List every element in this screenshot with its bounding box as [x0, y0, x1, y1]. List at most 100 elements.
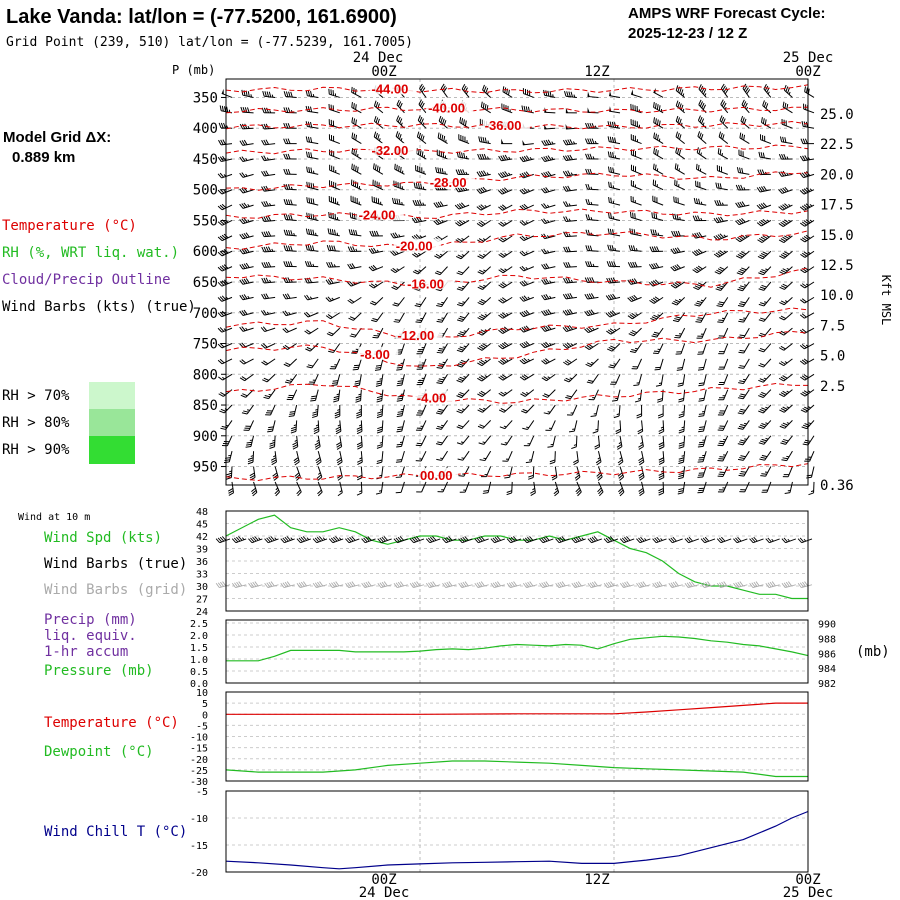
wind-barb-full [653, 132, 656, 138]
wind-barb-full [606, 348, 613, 352]
wind-barb-full [313, 426, 319, 430]
wind-barb-full [740, 455, 746, 458]
wind-barb-full [698, 430, 704, 433]
height-tick-label: 25.0 [820, 107, 854, 123]
wind-barb-full [563, 379, 570, 383]
wind-barb-full [675, 131, 679, 137]
wind-barb-full [351, 102, 353, 108]
wind-barb-full [480, 375, 486, 379]
wind-barb-full [261, 155, 265, 161]
wind-barb-full [658, 430, 664, 435]
wind-barb-full [717, 182, 720, 189]
wind-barb-full [547, 309, 552, 315]
pressure-tick-label: 900 [193, 429, 218, 445]
wind-barb-full [782, 136, 785, 143]
wind-barb-full [500, 155, 504, 161]
wind-barb-full [586, 310, 591, 316]
wind-barb-full [783, 84, 787, 91]
wind-barb-half [592, 263, 595, 267]
wind-barb-full [309, 106, 313, 112]
wind-barb-full [519, 156, 524, 162]
wind-barb-full [499, 189, 505, 194]
wind-barb-full [724, 89, 729, 95]
pressure-tick-label: 950 [193, 460, 218, 476]
wind-barb-full [462, 169, 466, 175]
wind-barb-full [455, 169, 459, 175]
wind-barb-full [607, 228, 610, 234]
wind-barb-full [504, 187, 509, 192]
isotherm-label-bg [356, 207, 404, 221]
wind-barb-half [222, 376, 225, 380]
wind-barb-full [638, 446, 644, 450]
wind-barb-full [222, 155, 226, 161]
wind-barb-full [802, 138, 806, 144]
wind-tick-label: 48 [196, 507, 208, 518]
wind-barb-full [217, 173, 222, 179]
wind-barb-full [587, 583, 592, 588]
wind-barb-full [226, 106, 229, 113]
wind-barb-full [568, 91, 571, 97]
wind-barb-full [655, 213, 658, 219]
wind-barb-full [702, 582, 707, 588]
wind-barb-full [758, 395, 764, 399]
wind-barb-full [610, 182, 612, 188]
wind-barb-full [367, 581, 372, 587]
wind-barb-full [328, 261, 332, 268]
wind-barb-full [543, 218, 548, 224]
wind-barb-full [356, 426, 362, 430]
wind-barb-half [268, 393, 272, 396]
wind-barb-full [631, 312, 637, 317]
wind-barb-full [375, 230, 379, 237]
wind-barb-full [265, 200, 269, 207]
wind-barb-full [674, 318, 680, 321]
wind-barb-full [283, 138, 287, 144]
wind-barb-full [650, 229, 653, 235]
wind-barb-full [739, 167, 742, 173]
wind-barb-full [285, 107, 289, 113]
wind-barb-full [217, 221, 223, 226]
wind-barb-full [673, 300, 679, 304]
wind-barb-full [325, 279, 330, 285]
wind-barb-full [525, 155, 530, 161]
wind-barb-full [347, 281, 352, 287]
wind-barb-full [686, 537, 691, 543]
wind-barb-full [758, 442, 765, 445]
wind-barb-full [240, 394, 246, 398]
wind-barb-full [778, 362, 784, 367]
wind-barb-full [456, 272, 462, 276]
wind-barb-full [241, 263, 246, 269]
wind-barb-full [719, 115, 723, 121]
wind-barb-full [547, 155, 552, 161]
wind-barb-full [519, 266, 525, 272]
wind-barb-full [391, 286, 397, 290]
wind-barb-full [541, 188, 546, 194]
wind-barb-full [782, 236, 788, 241]
wind-barb-full [678, 149, 682, 156]
wind-barb-full [589, 138, 593, 144]
wind-barb-full [587, 168, 591, 175]
wind-barb-full [541, 377, 547, 382]
wind-barb-full [716, 538, 722, 543]
wind-barb-full [287, 293, 291, 299]
wind-barb-full [283, 199, 287, 205]
wind-barb-full [612, 167, 615, 173]
wind-barb-full [290, 214, 293, 221]
wind-barb-full [543, 263, 548, 269]
wind-barb-full [738, 336, 744, 339]
wind-barb-full [268, 536, 273, 542]
wind-barb-full [737, 412, 744, 415]
wind-barb-full [336, 457, 342, 462]
wind-barb-full [355, 400, 361, 403]
pressure-tick-label: 550 [193, 213, 218, 229]
wind-barb-full [363, 537, 368, 543]
wind-barb-full [353, 149, 356, 155]
wind-barb-full [693, 286, 699, 291]
wind-barb-full [566, 91, 569, 97]
bottom-date-25dec: 25 Dec [783, 885, 834, 900]
wind-barb-full [316, 461, 322, 466]
wind-barb-half [487, 140, 489, 144]
wind-barb-full [585, 245, 588, 251]
wind-barb-full [696, 232, 701, 238]
wind-barb-full [217, 205, 223, 211]
wind-barb-full [803, 121, 806, 127]
